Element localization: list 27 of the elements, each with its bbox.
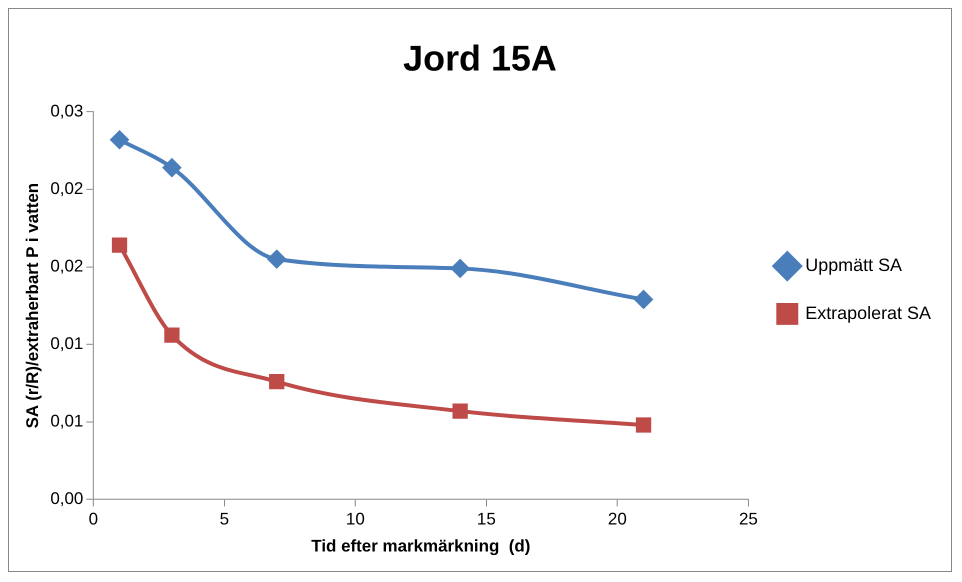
y-tick-label: 0,01 <box>50 412 84 431</box>
y-tick-label: 0,03 <box>50 102 84 120</box>
legend-label: Extrapolerat SA <box>805 302 931 323</box>
chart-title: Jord 15A <box>403 38 557 78</box>
point <box>636 417 652 433</box>
point <box>162 158 181 177</box>
x-tick-label: 20 <box>608 509 627 528</box>
point <box>110 130 128 149</box>
point <box>269 374 284 390</box>
y-tick-label: 0,00 <box>50 489 84 508</box>
x-tick-label: 25 <box>738 509 758 528</box>
legend-label: Uppmätt SA <box>805 255 902 276</box>
x-tick-label: 0 <box>88 509 98 528</box>
point <box>451 259 470 278</box>
point <box>112 238 128 253</box>
y-tick-label: 0,02 <box>50 179 84 198</box>
x-tick-label: 10 <box>346 509 365 528</box>
point <box>452 403 468 419</box>
point <box>268 250 286 268</box>
y-tick-label: 0,02 <box>50 256 84 276</box>
point <box>634 290 653 308</box>
y-axis-title: SA (r/R)/extraherbart P i vatten <box>22 182 42 428</box>
x-tick-label: 5 <box>220 509 230 528</box>
point <box>164 327 180 343</box>
x-axis-title: Tid efter markmärkning (d) <box>311 536 530 556</box>
x-tick-label: 15 <box>476 509 496 528</box>
y-tick-label: 0,01 <box>50 334 84 354</box>
